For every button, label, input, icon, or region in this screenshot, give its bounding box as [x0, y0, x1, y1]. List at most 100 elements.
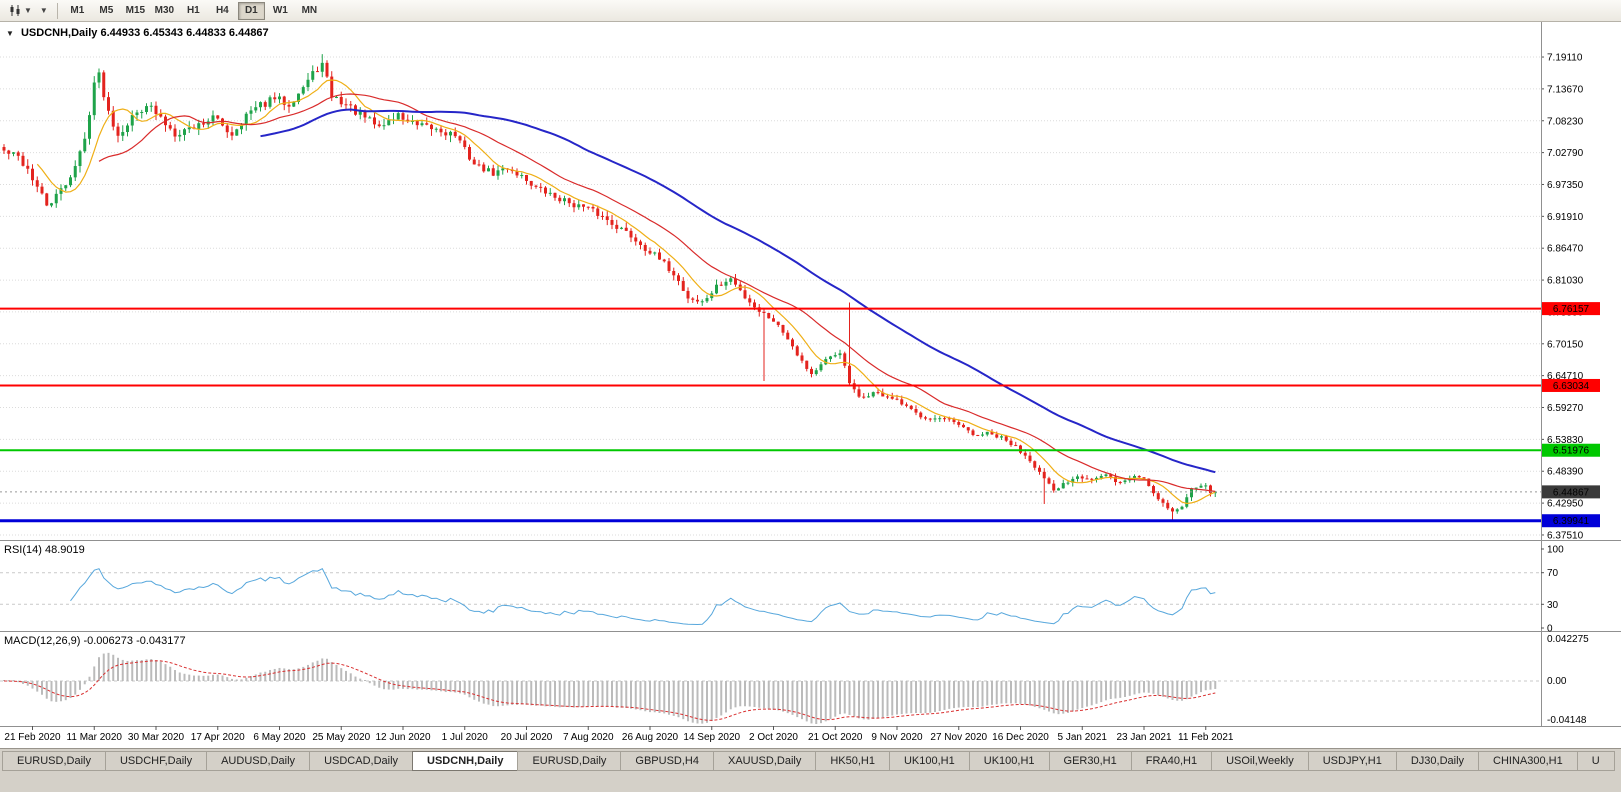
- svg-text:6.44867: 6.44867: [1553, 487, 1590, 498]
- timeframe-button-group: M1 M5 M15 M30 H1 H4 D1 W1 MN: [63, 1, 324, 20]
- timeframe-button-m1[interactable]: M1: [64, 2, 91, 20]
- chart-tab-hk50-h1[interactable]: HK50,H1: [815, 751, 889, 771]
- current-price-badge: 6.44867: [1542, 485, 1600, 499]
- timeframe-button-m5[interactable]: M5: [93, 2, 120, 20]
- timeframe-button-m15[interactable]: M15: [122, 2, 149, 20]
- price-axis-label: 6.91910: [1547, 212, 1584, 223]
- price-axis-label: 6.53830: [1547, 435, 1584, 446]
- price-grid: 7.19110 7.13670 7.08230 7.02790 6.97350 6.919…: [0, 53, 1584, 541]
- ma-line-8: [36, 79, 1216, 505]
- candlestick-icon: [10, 5, 20, 16]
- chart-title: ▼ USDCNH,Daily 6.44933 6.45343 6.44833 6…: [6, 27, 269, 39]
- macd-indicator-label: MACD(12,26,9) -0.006273 -0.043177: [4, 635, 186, 647]
- timeframe-button-mn[interactable]: MN: [296, 2, 323, 20]
- chart-tab-usdcnh-daily[interactable]: USDCNH,Daily: [412, 751, 518, 771]
- chart-tab-ger30-h1[interactable]: GER30,H1: [1048, 751, 1131, 771]
- chart-tab-uk100-h1[interactable]: UK100,H1: [888, 751, 969, 771]
- price-axis-label: 6.86470: [1547, 244, 1584, 255]
- timeframe-button-h1[interactable]: H1: [180, 2, 207, 20]
- chart-tab-dj30-daily[interactable]: DJ30,Daily: [1395, 751, 1479, 771]
- price-axis-label: 6.64710: [1547, 371, 1584, 382]
- macd-grid: 0.042275 0.00 -0.04148: [0, 634, 1589, 726]
- rsi-axis-label: 100: [1547, 545, 1564, 556]
- chart-tab-uk100-h1[interactable]: UK100,H1: [968, 751, 1049, 771]
- svg-text:6.39941: 6.39941: [1553, 516, 1590, 527]
- candles: [2, 54, 1217, 522]
- chart-tab-eurusd-daily[interactable]: EURUSD,Daily: [517, 751, 621, 771]
- chart-tab-xauusd-daily[interactable]: XAUUSD,Daily: [712, 751, 816, 771]
- date-axis-label: 7 Aug 2020: [563, 732, 614, 743]
- svg-text:6.76157: 6.76157: [1553, 304, 1590, 315]
- date-axis-label: 9 Nov 2020: [871, 732, 923, 743]
- chart-tab-usdchf-daily[interactable]: USDCHF,Daily: [104, 751, 207, 771]
- svg-text:6.51976: 6.51976: [1553, 446, 1590, 457]
- timeframe-button-w1[interactable]: W1: [267, 2, 294, 20]
- chart-tab-eurusd-daily[interactable]: EURUSD,Daily: [2, 751, 105, 771]
- chart-tab-usoil-weekly[interactable]: USOil,Weekly: [1211, 751, 1308, 771]
- date-axis-label: 21 Feb 2020: [4, 732, 61, 743]
- date-axis-label: 20 Jul 2020: [501, 732, 553, 743]
- ma-line-55: [260, 108, 1216, 474]
- timeframe-button-m30[interactable]: M30: [151, 2, 178, 20]
- rsi-axis-label: 30: [1547, 600, 1559, 611]
- pane-frame: [0, 22, 1621, 727]
- price-axis-label: 7.08230: [1547, 116, 1584, 127]
- price-chart-canvas[interactable]: 7.19110 7.13670 7.08230 7.02790 6.97350 6.919…: [0, 22, 1621, 748]
- date-axis-label: 1 Jul 2020: [442, 732, 489, 743]
- date-axis-label: 26 Aug 2020: [622, 732, 679, 743]
- macd-histogram: [3, 652, 1217, 724]
- date-axis-label: 6 May 2020: [253, 732, 306, 743]
- price-axis-label: 6.70150: [1547, 339, 1584, 350]
- date-axis-label: 16 Dec 2020: [992, 732, 1049, 743]
- chart-tab-usdcad-daily[interactable]: USDCAD,Daily: [309, 751, 413, 771]
- hline-price-badge: 6.63034: [1542, 378, 1600, 392]
- horizontal-lines[interactable]: [0, 307, 1541, 523]
- date-axis-label: 21 Oct 2020: [808, 732, 863, 743]
- chart-tab-audusd-daily[interactable]: AUDUSD,Daily: [206, 751, 310, 771]
- price-axis-label: 7.13670: [1547, 84, 1584, 95]
- chart-title-symbol: USDCNH,Daily: [20, 27, 98, 39]
- macd-axis-label: -0.04148: [1547, 715, 1587, 726]
- chart-tab-fra40-h1[interactable]: FRA40,H1: [1130, 751, 1212, 771]
- date-axis-label: 11 Mar 2020: [67, 732, 123, 743]
- price-axis-label: 6.42950: [1547, 499, 1584, 510]
- date-axis-label: 14 Sep 2020: [683, 732, 740, 743]
- date-axis-label: 17 Apr 2020: [191, 732, 245, 743]
- price-axis-label: 7.19110: [1547, 53, 1583, 64]
- date-axis-label: 5 Jan 2021: [1058, 732, 1108, 743]
- rsi-indicator-label: RSI(14) 48.9019: [4, 544, 85, 556]
- one-click-trading-arrow-icon[interactable]: ▼: [6, 29, 14, 38]
- price-axis-label: 7.02790: [1547, 148, 1584, 159]
- chart-tab-gbpusd-h4[interactable]: GBPUSD,H4: [620, 751, 713, 771]
- macd-axis-label: 0.00: [1547, 676, 1567, 687]
- rsi-axis-label: 70: [1547, 568, 1559, 579]
- chart-type-button[interactable]: ▼: [4, 2, 36, 20]
- timeframe-button-d1[interactable]: D1: [237, 1, 265, 20]
- price-axis-label: 6.37510: [1547, 530, 1584, 541]
- macd-signal-line: [3, 660, 1216, 721]
- price-axis-label: 6.48390: [1547, 467, 1584, 478]
- date-axis-label: 2 Oct 2020: [749, 732, 798, 743]
- chart-tab-usdjpy-h1[interactable]: USDJPY,H1: [1307, 751, 1396, 771]
- timeframe-button-h4[interactable]: H4: [209, 2, 236, 20]
- chevron-down-icon: ▼: [39, 5, 48, 15]
- svg-text:6.63034: 6.63034: [1553, 381, 1590, 392]
- zoom-dropdown-button[interactable]: ▼: [36, 2, 52, 20]
- date-axis-label: 25 May 2020: [312, 732, 370, 743]
- rsi-line: [70, 568, 1216, 626]
- chart-area: ▼ USDCNH,Daily 6.44933 6.45343 6.44833 6…: [0, 22, 1621, 748]
- chart-tab-china300-h1[interactable]: CHINA300,H1: [1478, 751, 1577, 771]
- hline-price-badge: 6.39941: [1542, 514, 1600, 528]
- date-axis-label: 11 Feb 2021: [1178, 732, 1234, 743]
- ma-line-21: [98, 93, 1216, 492]
- date-axis-label: 23 Jan 2021: [1116, 732, 1171, 743]
- price-axis-label: 6.59270: [1547, 403, 1584, 414]
- rsi-grid: 100 70 30 0: [0, 545, 1564, 635]
- chevron-down-icon: ▼: [24, 5, 32, 15]
- chart-tab-bar: EURUSD,Daily USDCHF,Daily AUDUSD,Daily USDC…: [0, 748, 1621, 792]
- date-axis-label: 12 Jun 2020: [375, 732, 430, 743]
- hline-price-badge: 6.76157: [1542, 302, 1600, 316]
- chart-tab-u[interactable]: U: [1576, 751, 1615, 771]
- price-axis-label: 6.97350: [1547, 180, 1584, 191]
